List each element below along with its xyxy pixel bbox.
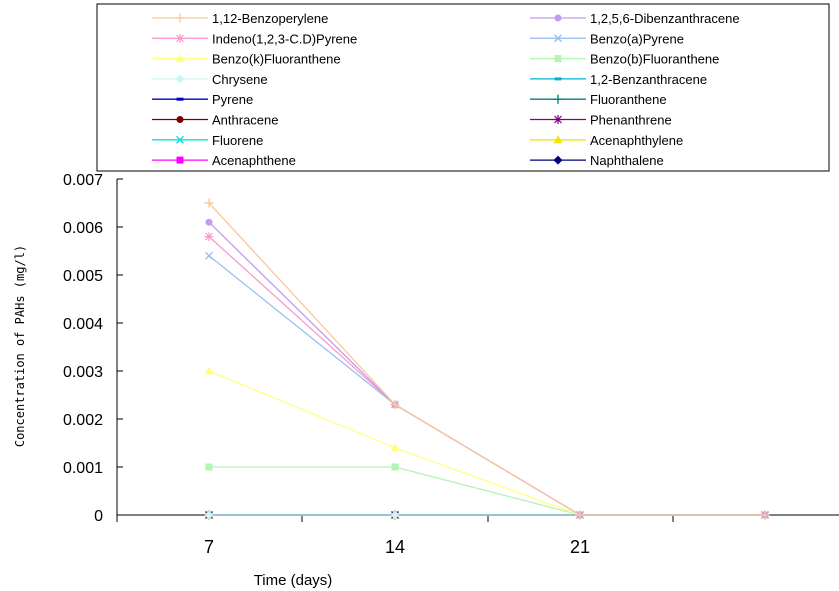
y-ticks: 0 0.001 0.002 0.003 0.004 0.005 0.006 0.007 xyxy=(63,172,123,525)
legend-marker xyxy=(175,33,185,43)
legend-marker xyxy=(176,97,184,101)
legend-entry: Benzo(b)Fluoranthene xyxy=(530,52,719,67)
legend-label: Pyrene xyxy=(212,92,253,107)
series-line xyxy=(208,370,765,516)
legend-label: Anthracene xyxy=(212,113,279,128)
legend-entry: Anthracene xyxy=(152,113,279,128)
legend-entry: Benzo(k)Fluoranthene xyxy=(152,52,341,67)
legend-label: 1,12-Benzoperylene xyxy=(212,11,328,26)
data-point xyxy=(204,232,214,242)
series-benzo-k-fluoranthene xyxy=(204,366,770,519)
legend-label: Acenaphthene xyxy=(212,153,296,168)
legend-marker xyxy=(175,13,185,23)
data-point xyxy=(575,510,585,520)
data-point xyxy=(205,218,213,226)
legend: 1,12-Benzoperylene 1,2,5,6-Dibenzanthrace… xyxy=(152,11,740,168)
legend-label: 1,2,5,6-Dibenzanthracene xyxy=(590,11,740,26)
legend-entry: Phenanthrene xyxy=(530,113,672,128)
series-line xyxy=(209,466,765,516)
series-line xyxy=(208,255,765,516)
y-tick-label: 0.002 xyxy=(63,412,103,429)
legend-entry: Fluoranthene xyxy=(530,92,667,107)
legend-entry: Chrysene xyxy=(152,72,268,87)
series-line xyxy=(208,202,765,516)
series-benzo-a-pyrene xyxy=(205,251,769,519)
legend-label: Fluoranthene xyxy=(590,92,667,107)
x-axis-title: Time (days) xyxy=(254,572,333,589)
legend-label: Benzo(b)Fluoranthene xyxy=(590,52,719,67)
series-benzo-b-fluoranthene xyxy=(205,463,769,519)
data-point xyxy=(205,251,213,260)
legend-label: Fluorene xyxy=(212,133,263,148)
series-group xyxy=(204,198,770,520)
data-point xyxy=(390,510,400,520)
data-point xyxy=(391,463,399,471)
legend-label: Chrysene xyxy=(212,72,268,87)
legend-marker xyxy=(553,135,563,144)
legend-label: 1,2-Benzanthracene xyxy=(590,72,707,87)
x-tick-label: 14 xyxy=(385,537,405,557)
y-tick-label: 0.003 xyxy=(63,364,103,381)
series-line xyxy=(208,236,765,516)
legend-entry: 1,2-Benzanthracene xyxy=(530,72,707,87)
legend-entry: Benzo(a)Pyrene xyxy=(530,31,684,46)
legend-entry: Indeno(1,2,3-C.D)Pyrene xyxy=(152,31,357,46)
legend-marker xyxy=(554,77,562,81)
series-1-12-benzoperylene xyxy=(204,198,770,520)
series-1-2-5-6-dibenzanthracene xyxy=(205,218,769,519)
data-point xyxy=(390,400,400,410)
y-tick-label: 0.001 xyxy=(63,460,103,477)
legend-marker xyxy=(554,55,562,63)
legend-marker xyxy=(176,156,184,164)
legend-entry: Acenaphthene xyxy=(152,153,296,168)
y-tick-label: 0.007 xyxy=(63,172,103,189)
legend-label: Phenanthrene xyxy=(590,113,672,128)
legend-label: Acenaphthylene xyxy=(590,133,683,148)
y-tick-label: 0.004 xyxy=(63,316,103,333)
legend-marker xyxy=(554,14,562,22)
y-tick-label: 0 xyxy=(94,508,103,525)
x-tick-label: 7 xyxy=(204,537,214,557)
legend-label: Naphthalene xyxy=(590,153,664,168)
legend-marker xyxy=(553,155,563,165)
legend-marker xyxy=(176,116,184,123)
data-point xyxy=(205,463,213,471)
data-point xyxy=(204,366,214,375)
legend-label: Indeno(1,2,3-C.D)Pyrene xyxy=(212,31,357,46)
y-tick-label: 0.006 xyxy=(63,220,103,237)
legend-marker xyxy=(175,54,185,63)
data-point xyxy=(390,443,400,452)
legend-marker xyxy=(554,34,562,43)
legend-entry: Acenaphthylene xyxy=(530,133,683,148)
x-ticks: 7 14 21 xyxy=(116,515,674,557)
x-tick-label: 21 xyxy=(570,537,590,557)
data-point xyxy=(760,510,770,520)
legend-entry: Fluorene xyxy=(152,133,263,148)
legend-marker xyxy=(176,135,184,144)
legend-marker xyxy=(553,115,563,124)
legend-box xyxy=(96,3,830,172)
y-axis-title: Concentration of PAHs (mg/l) xyxy=(13,245,27,447)
y-tick-label: 0.005 xyxy=(63,268,103,285)
legend-marker xyxy=(175,74,185,84)
legend-entry: Naphthalene xyxy=(530,153,664,168)
data-point xyxy=(204,510,214,520)
series-indeno-1-2-3-c-d-pyrene xyxy=(204,232,770,520)
series-line xyxy=(208,221,765,516)
legend-marker xyxy=(553,94,563,104)
legend-entry: 1,12-Benzoperylene xyxy=(152,11,328,26)
data-point xyxy=(204,198,214,208)
legend-label: Benzo(k)Fluoranthene xyxy=(212,52,341,67)
legend-label: Benzo(a)Pyrene xyxy=(590,31,684,46)
legend-entry: Pyrene xyxy=(152,92,253,107)
legend-entry: 1,2,5,6-Dibenzanthracene xyxy=(530,11,740,26)
